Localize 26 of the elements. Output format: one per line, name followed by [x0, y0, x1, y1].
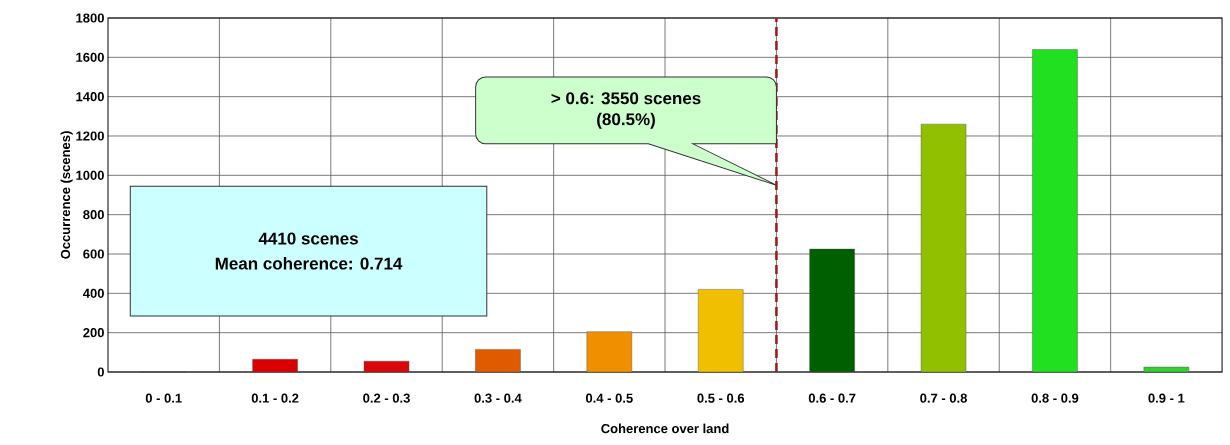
x-tick-label: 0 - 0.1	[145, 393, 182, 403]
y-tick-label: 1800	[76, 13, 104, 23]
y-tick-label: 200	[83, 328, 104, 338]
y-tick-label: 1000	[76, 170, 104, 180]
y-tick-label: 0	[97, 367, 104, 377]
y-tick-label: 600	[83, 249, 104, 259]
x-tick-label: 0.3 - 0.4	[474, 393, 522, 403]
x-axis-title: Coherence over land	[601, 423, 729, 434]
y-tick-label: 1600	[76, 52, 104, 62]
y-tick-label: 1400	[76, 92, 104, 102]
x-tick-label: 0.9 - 1	[1148, 393, 1185, 403]
y-tick-label: 1200	[76, 131, 104, 141]
x-tick-label: 0.8 - 0.9	[1031, 393, 1079, 403]
x-tick-label: 0.7 - 0.8	[920, 393, 967, 403]
x-tick-label: 0.5 - 0.6	[697, 393, 745, 403]
y-axis-title: Occurrence (scenes)	[60, 131, 73, 259]
x-tick-label: 0.2 - 0.3	[363, 393, 410, 403]
y-tick-label: 800	[83, 210, 104, 220]
annotation: > 0.6: 3550 scenes	[551, 92, 701, 105]
annotation: 4410 scenes	[258, 232, 358, 245]
x-tick-label: 0.4 - 0.5	[586, 393, 633, 403]
annotation: Mean coherence: 0.714	[215, 257, 403, 270]
annotation: (80.5%)	[597, 112, 655, 129]
x-tick-label: 0.6 - 0.7	[808, 393, 856, 403]
x-tick-label: 0.1 - 0.2	[251, 393, 299, 403]
y-tick-label: 400	[82, 288, 104, 298]
